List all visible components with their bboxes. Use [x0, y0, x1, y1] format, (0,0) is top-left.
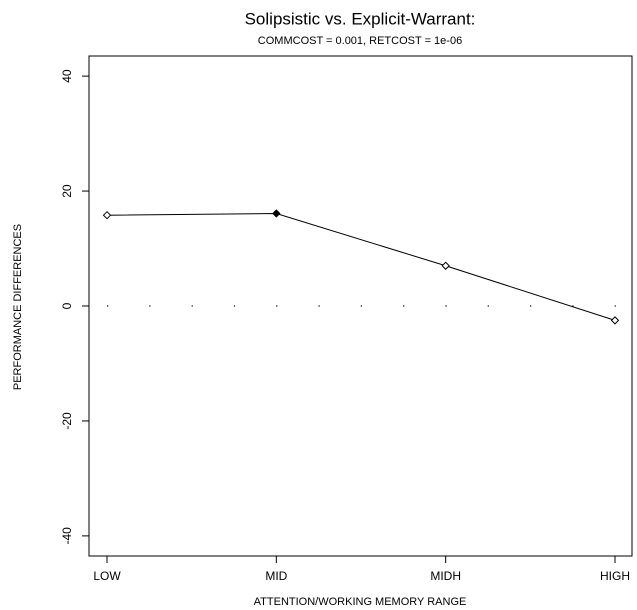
data-point — [441, 261, 450, 270]
x-tick-label: HIGH — [600, 569, 630, 583]
y-tick-label: -20 — [60, 412, 74, 430]
x-tick-label: MIDH — [430, 569, 461, 583]
x-axis-label: ATTENTION/WORKING MEMORY RANGE — [254, 596, 467, 608]
data-line — [106, 212, 616, 321]
chart-subtitle: COMMCOST = 0.001, RETCOST = 1e-06 — [258, 35, 462, 47]
chart-title: Solipsistic vs. Explicit-Warrant: — [245, 9, 476, 28]
data-point — [102, 210, 112, 220]
y-tick-label: 0 — [60, 302, 74, 309]
data-point — [610, 316, 620, 325]
y-tick-label: 40 — [60, 69, 74, 83]
x-tick-label: MID — [265, 569, 287, 583]
y-tick-label: -40 — [60, 527, 74, 545]
plot-frame — [88, 55, 633, 557]
y-tick-label: 20 — [60, 184, 74, 198]
data-point — [272, 209, 281, 218]
x-tick-label: LOW — [93, 569, 121, 583]
y-axis-label: PERFORMANCE DIFFERENCES — [12, 224, 24, 390]
